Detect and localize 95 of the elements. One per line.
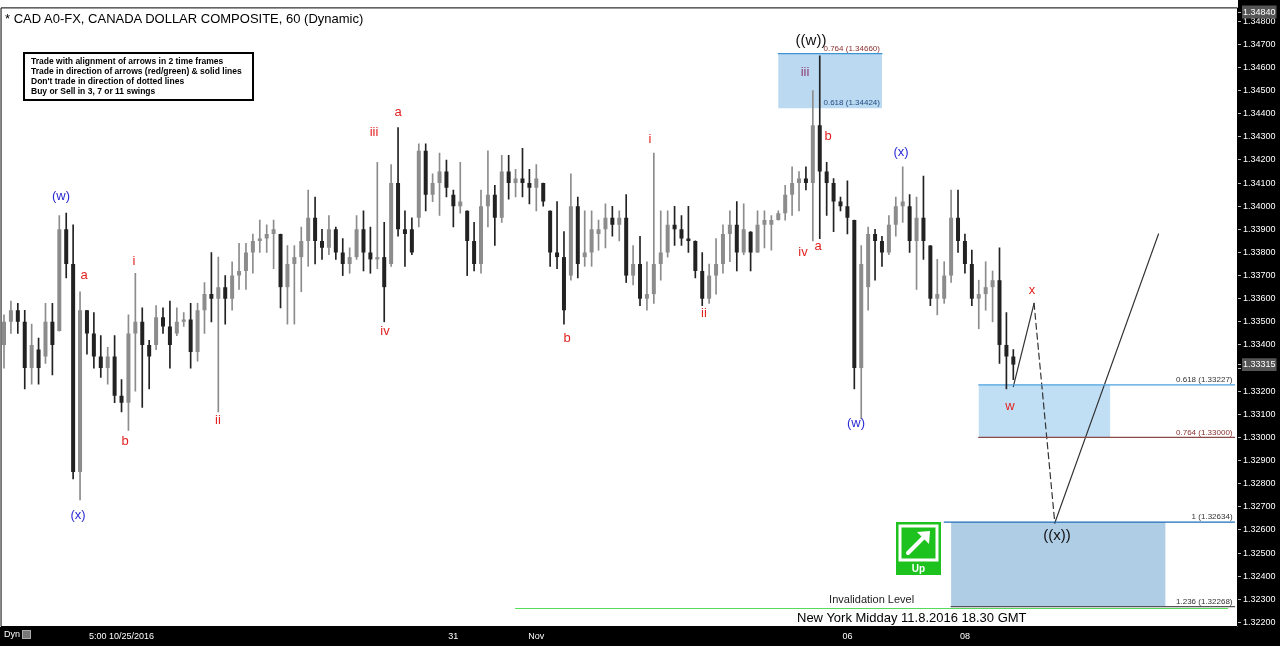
annotation: x (1028, 281, 1036, 297)
x-tick-label: Nov (528, 630, 545, 641)
annotation: a (814, 237, 823, 253)
candlestick (651, 152, 656, 304)
annotation: iii (800, 63, 810, 79)
candlestick (147, 339, 152, 390)
candlestick (803, 166, 808, 191)
y-tick-label: 1.32800 (1243, 478, 1276, 489)
y-tick-label: 1.33400 (1243, 339, 1276, 350)
text: Dyn (4, 629, 21, 639)
y-tick-label: 1.34300 (1243, 131, 1276, 142)
candlestick (223, 275, 228, 325)
candlestick (555, 201, 560, 269)
y-tick-label: 1.32600 (1243, 524, 1276, 535)
x-tick-label: 06 (842, 630, 853, 641)
annotation: a (394, 103, 403, 119)
annotation: a (80, 266, 89, 282)
annotation: iv (380, 322, 391, 338)
y-tick-label: 1.34400 (1243, 108, 1276, 119)
annotation: Invalidation Level (829, 593, 915, 606)
annotation: Buy or Sell in 3, 7 or 11 swings (31, 86, 157, 96)
candlestick (658, 210, 663, 281)
annotation: (w) (846, 414, 866, 430)
annotation: 0.764 (1.33000) (1176, 427, 1233, 437)
candlestick (1011, 349, 1016, 380)
y-tick-label: 1.32700 (1243, 501, 1276, 512)
annotation: w (1004, 397, 1016, 413)
x-tick-label: 5:00 10/25/2016 (88, 630, 155, 641)
annotation: (w) (51, 187, 71, 203)
x-tick-label: 31 (448, 630, 459, 641)
candlestick (216, 256, 221, 413)
candlestick (320, 229, 325, 260)
y-tick-label: 1.34200 (1243, 154, 1276, 165)
annotation: ii (215, 411, 221, 427)
y-tick-label: 1.33600 (1243, 293, 1276, 304)
annotation: (x) (70, 506, 86, 522)
annotation: b (121, 432, 129, 448)
candlestick (264, 224, 269, 253)
candlestick (237, 242, 242, 290)
y-tick-label: 1.34700 (1243, 38, 1276, 49)
candlestick (976, 279, 981, 330)
candlestick (299, 226, 304, 293)
y-tick-label: 1.32200 (1243, 616, 1276, 627)
candlestick (402, 210, 407, 267)
y-tick-label: 1.32500 (1243, 547, 1276, 558)
annotation: New York Midday 11.8.2016 18.30 GMT (797, 610, 1027, 625)
annotation: Trade in direction of arrows (red/green) & solid lines (31, 66, 242, 76)
y-tick-label: 1.32900 (1243, 455, 1276, 466)
annotation: 0.618 (1.34424) (823, 98, 881, 108)
x-tick-label: 08 (959, 630, 970, 641)
candlestick (582, 210, 587, 267)
candlestick (140, 307, 145, 408)
annotation: Trade with alignment of arrows in 2 time frames (31, 56, 225, 66)
y-tick-label: 1.34000 (1243, 200, 1276, 211)
y-tick-label: 1.33200 (1243, 385, 1276, 396)
annotation: ((x)) (1043, 526, 1071, 544)
y-tick-label: 1.33315 (1243, 359, 1276, 370)
y-tick-label: 1.34500 (1243, 85, 1276, 96)
candlestick (935, 259, 940, 316)
y-tick-label: 1.34600 (1243, 61, 1276, 72)
y-tick-label: 1.33700 (1243, 270, 1276, 281)
candlestick (98, 335, 103, 378)
candlestick (873, 229, 878, 281)
annotation: iv (798, 243, 809, 259)
y-tick-label: 1.33900 (1243, 223, 1276, 234)
candlestick (617, 210, 622, 242)
annotation: Don't trade in direction of dotted lines (31, 76, 186, 86)
annotation: Up (910, 563, 927, 574)
annotation: b (824, 127, 832, 143)
candlestick (714, 238, 719, 295)
y-tick-label: 1.34840 (1243, 6, 1276, 17)
y-tick-label: 1.33500 (1243, 316, 1276, 327)
annotation: (x) (893, 143, 909, 159)
y-tick-label: 1.33000 (1243, 431, 1276, 442)
y-tick-label: 1.33800 (1243, 246, 1276, 257)
candlestick (790, 166, 795, 216)
y-tick-label: 1.32300 (1243, 593, 1276, 604)
annotation: ii (701, 304, 707, 320)
y-tick-label: 1.34800 (1243, 15, 1276, 26)
annotation: i (132, 252, 136, 268)
annotation: 1 (1.32634) (1191, 512, 1233, 522)
chart-title: * CAD A0-FX, CANADA DOLLAR COMPOSITE, 60 (Dynamic) (5, 11, 364, 26)
annotation: 0.618 (1.33227) (1176, 375, 1233, 385)
candlestick (534, 164, 539, 212)
annotation: 1.236 (1.32268) (1176, 596, 1233, 606)
candlestick (797, 171, 802, 212)
annotation: iii (369, 123, 379, 139)
candlestick (727, 210, 732, 263)
candlestick (644, 261, 649, 311)
annotation: i (648, 130, 652, 146)
y-tick-label: 1.34100 (1243, 177, 1276, 188)
candlestick (485, 150, 490, 228)
y-tick-label: 1.32400 (1243, 570, 1276, 581)
y-tick-label: 1.33100 (1243, 408, 1276, 419)
annotation: b (563, 329, 571, 345)
